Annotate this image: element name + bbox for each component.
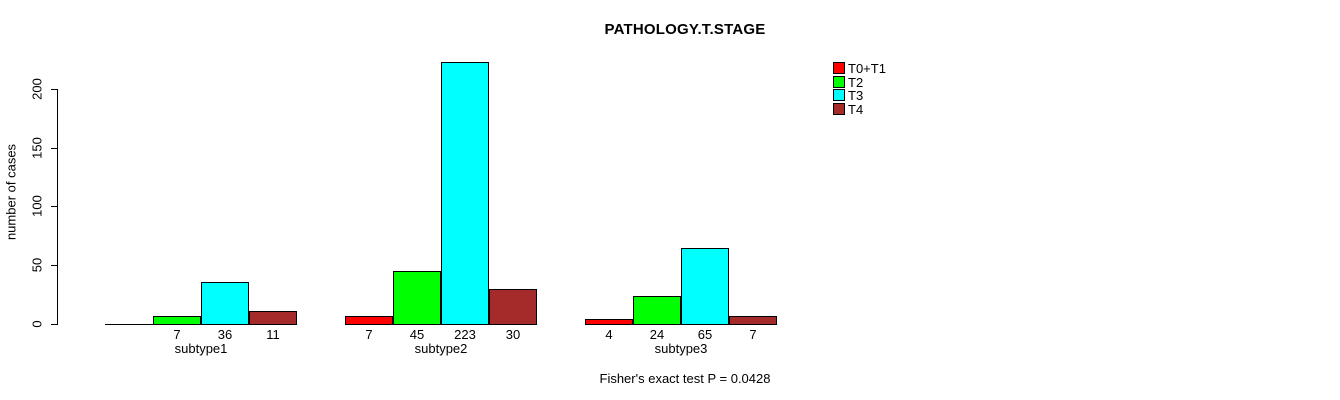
y-axis-tick-label: 50	[29, 257, 45, 273]
bar-T4-subtype1	[249, 311, 297, 325]
legend-swatch-icon	[833, 62, 845, 74]
bar-value-label: 30	[505, 327, 521, 342]
y-axis-tick	[51, 265, 57, 266]
bar-value-label: 24	[649, 327, 665, 342]
legend-label: T4	[848, 102, 864, 117]
legend-label: T2	[848, 75, 864, 90]
bar-T2-subtype2	[393, 271, 441, 325]
category-label-subtype1: subtype1	[174, 341, 228, 356]
bar-T2-subtype3	[633, 296, 681, 325]
bar-T4-subtype3	[729, 316, 777, 325]
chart-title: PATHOLOGY.T.STAGE	[604, 21, 766, 38]
bar-T3-subtype3	[681, 248, 729, 325]
bar-value-label: 7	[365, 327, 373, 342]
y-axis-tick	[51, 206, 57, 207]
bar-T3-subtype1	[201, 282, 249, 325]
y-axis-tick	[51, 89, 57, 90]
bar-value-label: 4	[605, 327, 613, 342]
y-axis-tick	[51, 324, 57, 325]
legend-swatch-icon	[833, 103, 845, 115]
bar-T0+T1-subtype2	[345, 316, 393, 325]
y-axis-tick-label: 0	[29, 320, 45, 328]
bar-value-label: 7	[749, 327, 757, 342]
category-label-subtype3: subtype3	[654, 341, 708, 356]
legend-label: T0+T1	[848, 61, 886, 76]
annotation-fisher-test: Fisher's exact test P = 0.0428	[599, 371, 771, 386]
y-axis-tick-label: 100	[29, 195, 45, 217]
bar-T0+T1-subtype3	[585, 319, 633, 325]
bar-T3-subtype2	[441, 62, 489, 325]
y-axis-tick-label: 150	[29, 137, 45, 159]
bar-value-label: 65	[697, 327, 713, 342]
y-axis-tick	[51, 148, 57, 149]
legend-swatch-icon	[833, 89, 845, 101]
bar-T4-subtype2	[489, 289, 537, 325]
bar-value-label: 45	[409, 327, 425, 342]
y-axis-title: number of cases	[3, 143, 19, 241]
bar-value-label: 7	[173, 327, 181, 342]
y-axis-tick-label: 200	[29, 78, 45, 100]
y-axis	[57, 89, 58, 325]
legend-swatch-icon	[833, 76, 845, 88]
bar-value-label: 11	[266, 327, 280, 342]
bar-value-label: 223	[454, 327, 476, 342]
bar-T0+T1-subtype1	[105, 324, 153, 325]
category-label-subtype2: subtype2	[414, 341, 468, 356]
legend-label: T3	[848, 88, 864, 103]
bar-T2-subtype1	[153, 316, 201, 325]
bar-value-label: 36	[217, 327, 233, 342]
